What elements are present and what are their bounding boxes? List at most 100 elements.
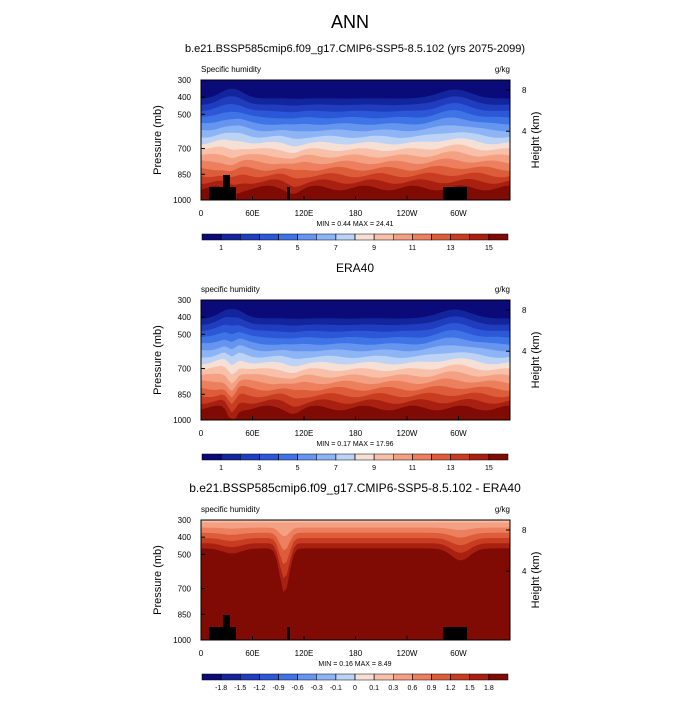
colorbar-box xyxy=(335,453,356,461)
left-label: Specific humidity xyxy=(201,65,261,74)
colorbar-box xyxy=(201,233,222,241)
x-tick-label: 120W xyxy=(397,649,418,658)
y2-tick-label: 4 xyxy=(522,127,527,136)
colorbar-label: 0 xyxy=(353,685,357,692)
y-axis-label: Pressure (mb) xyxy=(152,545,164,615)
topography xyxy=(223,175,230,188)
colorbar-box xyxy=(240,453,260,461)
x-tick-label: 120E xyxy=(295,649,314,658)
y2-axis-label: Height (km) xyxy=(530,112,542,169)
colorbar-box xyxy=(240,673,260,681)
colorbar-box xyxy=(450,453,470,461)
colorbar-label: 7 xyxy=(334,465,338,472)
colorbar-label: -0.1 xyxy=(330,685,342,692)
colorbar-box xyxy=(316,453,337,461)
contour-band xyxy=(201,185,510,200)
colorbar-label: 11 xyxy=(409,245,416,252)
colorbar-box xyxy=(412,453,432,461)
colorbar-label: -0.9 xyxy=(272,685,284,692)
y-tick-label: 850 xyxy=(178,390,192,399)
colorbar-box xyxy=(431,453,451,461)
stats: MIN = 0.17 MAX = 17.96 xyxy=(316,441,393,448)
colorbar-label: -1.8 xyxy=(215,685,227,692)
colorbar-box xyxy=(316,673,337,681)
colorbar-box xyxy=(354,673,375,681)
right-label: g/kg xyxy=(495,65,510,74)
topography xyxy=(443,187,467,200)
colorbar-label: 0.3 xyxy=(388,685,398,692)
y2-tick-label: 8 xyxy=(522,86,527,95)
colorbar-box xyxy=(469,673,490,681)
x-tick-label: 180 xyxy=(349,649,363,658)
y-tick-label: 700 xyxy=(178,145,192,154)
x-tick-label: 0 xyxy=(199,209,204,218)
colorbar-box xyxy=(488,233,509,241)
colorbar-box xyxy=(335,673,356,681)
x-tick-label: 180 xyxy=(349,209,363,218)
colorbar-label: 5 xyxy=(296,245,300,252)
y-tick-label: 300 xyxy=(178,76,192,85)
x-tick-label: 120E xyxy=(295,429,314,438)
colorbar-box xyxy=(373,233,394,241)
y2-tick-label: 4 xyxy=(522,347,527,356)
colorbar-box xyxy=(297,233,317,241)
colorbar-box xyxy=(354,453,375,461)
colorbar-label: 5 xyxy=(296,465,300,472)
colorbar-label: 15 xyxy=(485,465,493,472)
y-axis-label: Pressure (mb) xyxy=(152,325,164,395)
colorbar-label: 1.2 xyxy=(446,685,456,692)
y-tick-label: 1000 xyxy=(173,636,191,645)
colorbar-label: 0.1 xyxy=(369,685,379,692)
colorbar-box xyxy=(373,453,394,461)
colorbar-box xyxy=(412,673,432,681)
x-tick-label: 60W xyxy=(450,649,467,658)
colorbar-box xyxy=(316,233,337,241)
colorbar-box xyxy=(220,453,241,461)
colorbar-box xyxy=(259,453,279,461)
colorbar-box xyxy=(259,233,279,241)
y-tick-label: 300 xyxy=(178,516,192,525)
topography xyxy=(209,627,236,640)
x-tick-label: 60W xyxy=(450,209,467,218)
figure-title: ANN xyxy=(331,12,369,32)
y-tick-label: 700 xyxy=(178,365,192,374)
y-tick-label: 400 xyxy=(178,313,192,322)
colorbar-box xyxy=(240,233,260,241)
x-tick-label: 0 xyxy=(199,649,204,658)
colorbar-label: 9 xyxy=(372,465,376,472)
colorbar-label: 1.5 xyxy=(465,685,475,692)
x-tick-label: 60W xyxy=(450,429,467,438)
colorbar-box xyxy=(354,233,375,241)
colorbar-label: -1.5 xyxy=(234,685,246,692)
y-tick-label: 300 xyxy=(178,296,192,305)
y2-tick-label: 4 xyxy=(522,567,527,576)
colorbar-box xyxy=(220,233,241,241)
colorbar-box xyxy=(431,673,451,681)
y-tick-label: 850 xyxy=(178,610,192,619)
y-tick-label: 500 xyxy=(178,110,192,119)
y2-axis-label: Height (km) xyxy=(530,552,542,609)
colorbar-box xyxy=(393,453,413,461)
topography xyxy=(209,187,236,200)
colorbar-label: 11 xyxy=(409,465,416,472)
contour-band xyxy=(201,520,510,537)
y2-tick-label: 8 xyxy=(522,526,527,535)
colorbar-box xyxy=(393,233,413,241)
colorbar-box xyxy=(469,233,490,241)
colorbar-label: 7 xyxy=(334,245,338,252)
colorbar-box xyxy=(278,233,298,241)
y-tick-label: 400 xyxy=(178,533,192,542)
colorbar-box xyxy=(335,233,356,241)
colorbar-box xyxy=(278,673,298,681)
y2-tick-label: 8 xyxy=(522,306,527,315)
colorbar-box xyxy=(278,453,298,461)
colorbar-box xyxy=(259,673,279,681)
topography xyxy=(287,187,290,200)
colorbar-box xyxy=(469,453,490,461)
x-tick-label: 0 xyxy=(199,429,204,438)
topography xyxy=(287,627,290,640)
right-label: g/kg xyxy=(495,285,510,294)
colorbar-label: 1 xyxy=(219,245,223,252)
colorbar-box xyxy=(393,673,413,681)
